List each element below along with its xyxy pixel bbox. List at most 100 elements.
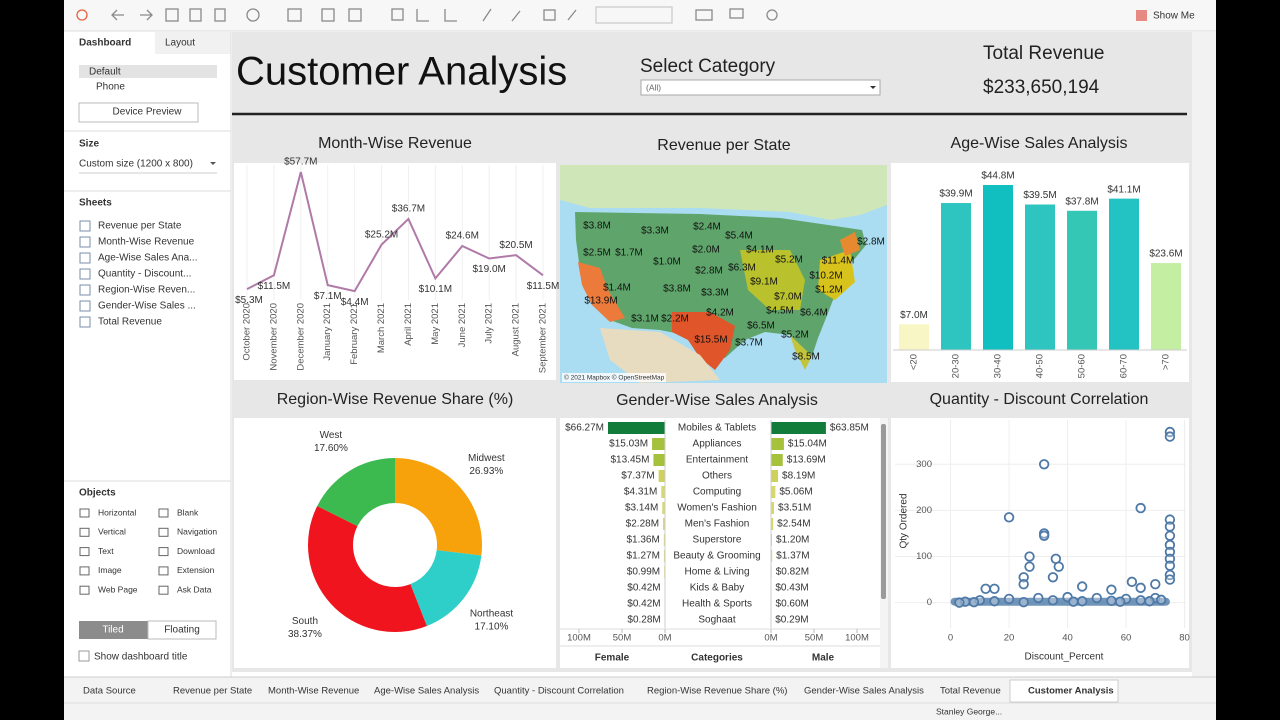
status-user[interactable]: Stanley George... <box>936 706 1002 716</box>
size-value[interactable]: Custom size (1200 x 800) <box>79 159 193 170</box>
scroll-margin <box>1192 32 1216 677</box>
female-bar <box>652 438 665 450</box>
filter-dropdown[interactable] <box>640 79 881 96</box>
male-value: $2.54M <box>777 519 810 530</box>
tiled-button[interactable] <box>79 621 148 639</box>
sheet-tab[interactable]: Customer Analysis <box>1028 686 1114 697</box>
object-item[interactable]: Horizontal <box>98 507 136 517</box>
sheet-item[interactable]: Total Revenue <box>98 317 162 328</box>
device-option[interactable]: Phone <box>96 82 125 93</box>
male-value: $63.85M <box>830 423 869 434</box>
point <box>1135 582 1146 594</box>
donut-slice <box>317 458 395 527</box>
point <box>1164 530 1176 541</box>
x-tick-label: July 2021 <box>484 303 495 344</box>
sheet-tab[interactable]: Gender-Wise Sales Analysis <box>804 686 924 697</box>
point <box>1047 595 1059 606</box>
male-value: $13.69M <box>787 455 826 466</box>
point <box>1018 578 1029 590</box>
layout-mode[interactable]: Tiled <box>102 625 123 636</box>
donut-slice <box>308 505 427 632</box>
object-icon <box>158 566 169 576</box>
show-me-icon[interactable] <box>1136 10 1147 21</box>
data-label: $5.3M <box>235 295 263 306</box>
category-label: Beauty & Grooming <box>673 551 760 562</box>
revenue-line <box>246 171 544 293</box>
point <box>1164 546 1176 558</box>
x-tick-label: 30-40 <box>993 354 1004 378</box>
show-me-button[interactable]: Show Me <box>1153 11 1195 22</box>
map-land <box>560 165 887 383</box>
data-label: $25.2M <box>365 229 398 240</box>
scroll-thumb[interactable] <box>881 424 886 599</box>
device-preview-label[interactable]: Device Preview <box>113 107 183 118</box>
sidebar-tab[interactable]: Layout <box>165 38 195 49</box>
male-value: $0.43M <box>775 583 808 594</box>
size-dropdown-arrow[interactable] <box>210 162 216 165</box>
object-item[interactable]: Vertical <box>98 527 126 537</box>
axis-title: Female <box>595 653 630 664</box>
female-bar <box>661 486 665 498</box>
x-tick-label: 50M <box>613 633 632 644</box>
male-bar <box>771 486 776 498</box>
state-label: $5.4M <box>725 231 753 242</box>
state-label: $3.7M <box>735 338 763 349</box>
object-item[interactable]: Blank <box>177 507 199 517</box>
state-label: $4.5M <box>766 306 794 317</box>
point <box>1038 459 1050 470</box>
point <box>1018 572 1029 583</box>
point <box>1135 595 1146 606</box>
filter-value[interactable]: (All) <box>646 82 661 92</box>
sheet-item[interactable]: Month-Wise Revenue <box>98 237 195 248</box>
sheet-item[interactable]: Region-Wise Reven... <box>98 285 195 296</box>
sheet-icon <box>79 284 91 296</box>
device-preview-button[interactable] <box>78 102 199 123</box>
sheet-tab[interactable]: Region-Wise Revenue Share (%) <box>647 686 787 697</box>
state-label: $3.8M <box>583 221 611 232</box>
point <box>1144 596 1155 607</box>
sheet-tab[interactable]: Revenue per State <box>173 686 252 697</box>
point <box>954 597 965 608</box>
checkbox[interactable] <box>78 650 90 662</box>
x-tick-label: 20-30 <box>951 354 962 378</box>
sheet-tab[interactable]: Age-Wise Sales Analysis <box>374 686 479 697</box>
sheet-tab[interactable]: Month-Wise Revenue <box>268 686 359 697</box>
point <box>1164 431 1176 442</box>
object-item[interactable]: Download <box>177 546 215 556</box>
object-item[interactable]: Navigation <box>177 527 217 537</box>
object-item[interactable]: Image <box>98 565 122 575</box>
floating-button[interactable] <box>147 620 217 640</box>
state-label: $4.1M <box>746 245 774 256</box>
slice-category: West <box>320 430 343 441</box>
sidebar-tab[interactable]: Dashboard <box>79 38 131 49</box>
sheet-tab[interactable]: Quantity - Discount Correlation <box>494 686 624 697</box>
show-title-label[interactable]: Show dashboard title <box>94 652 188 663</box>
object-item[interactable]: Web Page <box>98 584 138 594</box>
active-tab[interactable] <box>1009 679 1119 703</box>
male-bar <box>771 470 779 482</box>
male-bar <box>771 534 773 546</box>
sheet-icon <box>79 300 91 312</box>
object-item[interactable]: Extension <box>177 565 215 575</box>
sheet-item[interactable]: Quantity - Discount... <box>98 269 191 280</box>
object-item[interactable]: Text <box>98 546 114 556</box>
object-item[interactable]: Ask Data <box>177 584 212 594</box>
female-value: $13.45M <box>611 455 650 466</box>
object-icon <box>158 585 169 595</box>
point <box>1164 560 1176 571</box>
state-label: $5.2M <box>781 330 809 341</box>
sheet-item[interactable]: Age-Wise Sales Ana... <box>98 253 198 264</box>
male-bar <box>771 502 775 514</box>
sheet-tab[interactable]: Data Source <box>83 686 136 697</box>
sheet-item[interactable]: Gender-Wise Sales ... <box>98 301 196 312</box>
state-label: $13.9M <box>584 296 617 307</box>
state-label: $10.2M <box>809 271 842 282</box>
sheet-tab[interactable]: Total Revenue <box>940 686 1001 697</box>
male-bar <box>771 454 783 466</box>
layout-mode[interactable]: Floating <box>164 625 200 636</box>
sheet-item[interactable]: Revenue per State <box>98 221 182 232</box>
category-label: Mobiles & Tablets <box>678 423 756 434</box>
section-heading: Objects <box>79 488 116 499</box>
x-tick-label: August 2021 <box>511 303 522 356</box>
device-option[interactable]: Default <box>89 67 121 78</box>
